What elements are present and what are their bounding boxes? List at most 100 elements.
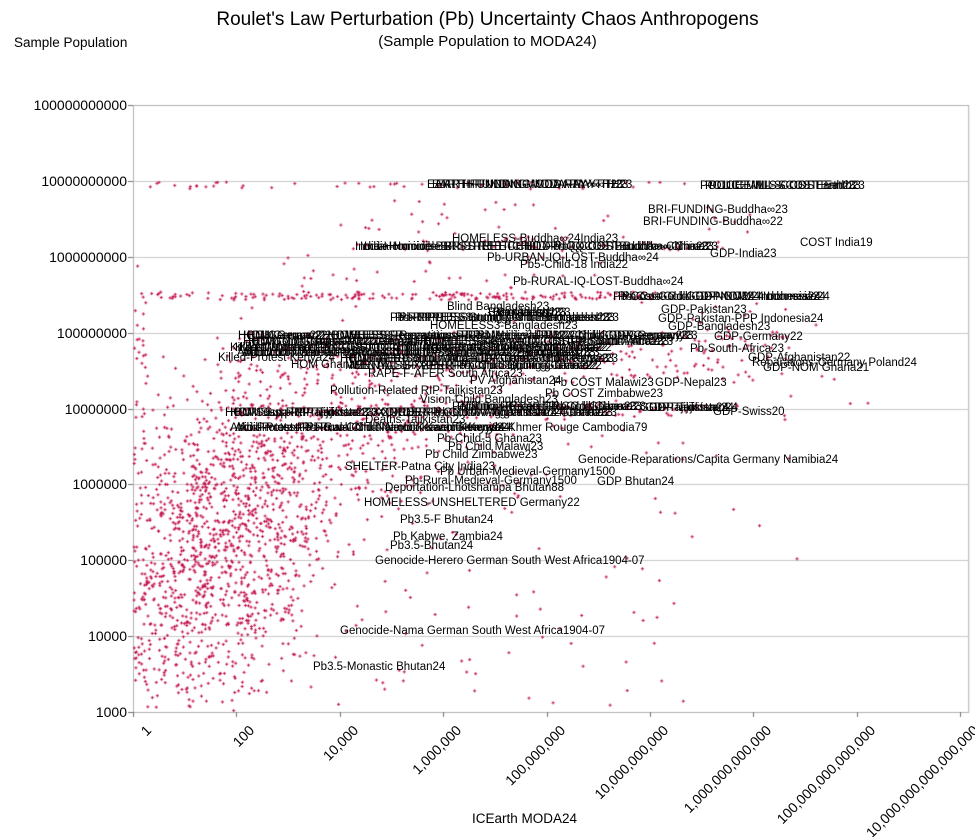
point-label: India-Homicide-BRI-STREET-CHILD-Pb-IQ-CO… bbox=[364, 241, 718, 253]
point-label: GDP-Tajikistan24 bbox=[645, 402, 734, 414]
point-label: HOM-Susp-RIP-Tajikistan23-XORDER-Pb-Gold… bbox=[234, 407, 617, 419]
point-label: Pb COST Malawi23 bbox=[553, 377, 654, 389]
point-label: Genocide-Nama German South West Africa19… bbox=[340, 625, 606, 637]
point-label: MENTAL-SF-XPERI-Pb-Child-Stunting-Ghana2… bbox=[350, 360, 598, 372]
point-label: Pollution-Related-Pb-Gold-Ghana23 bbox=[457, 401, 642, 413]
point-label: Bangladesh23 bbox=[493, 307, 567, 319]
point-label: Pb Child Malawi23 bbox=[448, 441, 544, 453]
point-label: MENTAL-SF-XPERI-Pb-Child-Stunting-Ghana2… bbox=[354, 360, 602, 372]
point-label: Pollution-Related-Pb-Gold-Ghana23 bbox=[461, 401, 646, 413]
point-label: Bangladesh23 bbox=[488, 307, 562, 319]
point-label: BRI-FUNDING-Buddha∞22 bbox=[643, 216, 783, 228]
point-label: POLICE-MIL-S-COST Earth23 bbox=[700, 180, 856, 192]
y-axis-tick-label: 1000 bbox=[95, 704, 127, 720]
point-label: Killed-Protest Kenya24 bbox=[218, 352, 335, 364]
point-label: GDP-Swiss20 bbox=[713, 406, 785, 418]
y-axis-tick-label: 10000 bbox=[88, 628, 127, 645]
point-label: Bangladesh23 bbox=[497, 307, 571, 319]
point-label: GDP-Pakistan23 bbox=[661, 304, 747, 316]
point-label: Pb-Cost-Gold-GDP-NOM24 Indonesia24 bbox=[622, 291, 830, 303]
point-label: Pb3.5-Monastic Bhutan24 bbox=[313, 661, 446, 673]
point-label: Genocide-Khmer Rouge Cambodia79 bbox=[455, 422, 648, 434]
point-label: Pb-Child-5 Ghana23 bbox=[437, 433, 542, 445]
point-label: HOM German22HOMELESS-Reparations-R-Pb-Me… bbox=[243, 330, 694, 342]
point-label: GDP Bhutan24 bbox=[597, 476, 675, 488]
y-axis-title: Sample Population bbox=[14, 35, 128, 50]
point-label: Pb-RIPPLES-Stunting-Child-Bangladesh23 bbox=[395, 312, 615, 324]
point-label: GDP-Germany22 bbox=[714, 331, 803, 343]
y-axis-tick-label: 100000000 bbox=[56, 324, 127, 341]
point-label: Pb-South-Africa23 bbox=[690, 343, 784, 355]
point-label: Abid-Protest-Pb-Rural-Child-Nairobi-Kara… bbox=[230, 422, 505, 434]
point-label: Blind Bangladesh23 bbox=[447, 301, 550, 313]
point-label: HOM German22HOMELESS-Reparations-R-Pb-Me… bbox=[247, 330, 698, 342]
point-label: HOMELESS-Buddha∞24India23 bbox=[452, 233, 619, 245]
x-axis-title: ICEarth MODA24 bbox=[472, 811, 578, 826]
point-label: GDP-Afghanistan22 bbox=[748, 352, 851, 364]
point-label: Pb-RIPPLES-Stunting-Child-Bangladesh23 bbox=[390, 312, 610, 324]
point-label: PV Afghanistan24 bbox=[470, 375, 562, 387]
y-axis-tick-label: 1000000000 bbox=[49, 248, 127, 265]
point-label: Vision-Child Bangladesh23 bbox=[420, 394, 558, 406]
point-label: Abid-Protest-Pb-Rural-Child-Nairobi-Kara… bbox=[235, 422, 510, 434]
point-label: HOM German22HOMELESS-Reparations-R-Pb-Me… bbox=[238, 330, 689, 342]
point-label: Pollution-Related RIP Tajikistan23 bbox=[330, 385, 503, 397]
point-label: HOM-AFER-South-Africa-IDP-Ghana-Child-Ke… bbox=[349, 353, 619, 365]
point-label: GDP-India23 bbox=[710, 248, 777, 260]
point-label: India-Homicide-BRI-STREET-CHILD-Pb-IQ-CO… bbox=[355, 241, 709, 253]
point-label: Pb Kabwe, Zambia24 bbox=[393, 531, 503, 543]
chart-subtitle: (Sample Population to MODA24) bbox=[378, 33, 597, 50]
point-label: GDP-Nepal23 bbox=[655, 377, 727, 389]
point-label: EARTH-FUNDING-MODA-RAY∞TH23 bbox=[432, 179, 629, 191]
point-label: Pb-URBAN-IQ-LOST-Buddha∞24 bbox=[487, 252, 659, 264]
point-label: Pb5-Child-18 India22 bbox=[520, 259, 629, 271]
point-label: Pb-Cost-Gold-GDP-NOM24 Indonesia24 bbox=[618, 291, 826, 303]
point-label: Pb-Rural-Medieval-Germany1500 bbox=[405, 475, 577, 487]
point-label: Genocide-Reparations/Capita Germany Nami… bbox=[578, 454, 839, 466]
point-label: Deaths-Tajikistan23 bbox=[365, 414, 466, 426]
point-label: HOM-AFER-South-Africa-IDP-Ghana-Child-Ke… bbox=[345, 353, 615, 365]
point-label: Pb-Cost-Gold-GDP-NOM24 Indonesia24 bbox=[613, 291, 821, 303]
point-label: HOM Ghana bbox=[291, 359, 356, 371]
point-label: Genocide-Herero German South West Africa… bbox=[375, 555, 645, 567]
point-label: Killed-Murdered-Pb-COST-IQ-Child-Urban-R… bbox=[239, 342, 612, 354]
point-label: HOM-Susp-RIP-Tajikistan23-XORDER-Pb-Gold… bbox=[225, 407, 608, 419]
point-label: Pb-RURAL-IQ-LOST-Buddha∞24 bbox=[513, 276, 684, 288]
point-label: GDP-Tajikistan24 bbox=[649, 402, 738, 414]
point-label: Abduction-Married-Pb-Rural-Child-IDP-Sou… bbox=[237, 347, 591, 359]
point-label: Pollution-Related-Pb-Gold-Ghana23 bbox=[452, 401, 637, 413]
y-axis-tick-label: 1000000 bbox=[72, 476, 127, 493]
point-label: Deportation-Lhotshampa Bhutan88 bbox=[385, 482, 565, 494]
point-label: HOM-AFER-South-Africa-IDP-Ghana-Child-Ke… bbox=[340, 353, 610, 365]
point-label: POLICE-MIL-S-COST Earth23 bbox=[705, 180, 861, 192]
chart-title: Roulet's Law Perturbation (Pb) Uncertain… bbox=[216, 9, 759, 30]
point-label: POLICE-MIL-S-COST Earth23 bbox=[709, 180, 865, 192]
point-label: SHELTER-Patna City India23 bbox=[345, 461, 495, 473]
point-label: HOM-Susp-RIP-Tajikistan23-XORDER-Pb-Gold… bbox=[230, 407, 613, 419]
point-label: Pb3.5-F Bhutan24 bbox=[400, 514, 494, 526]
point-label: GDP-Tajikistan24 bbox=[640, 402, 729, 414]
point-label: Abid-Protest-Pb-Rural-Child-Nairobi-Kara… bbox=[239, 422, 514, 434]
point-label: RAPE-F-AFER South Africa23 bbox=[368, 368, 523, 380]
point-label: GDP-Pakistan-PPP Indonesia24 bbox=[658, 313, 824, 325]
point-label: Pb-RIPPLES-Stunting-Child-Bangladesh23 bbox=[399, 312, 619, 324]
point-label: Pb Urban-Medieval-Germany1500 bbox=[440, 466, 616, 478]
point-label: HOM Gold-Ghana-PM22German-HOMELESS-Kenya… bbox=[248, 336, 670, 348]
point-label: Killed-Murdered-Pb-COST-IQ-Child-Urban-R… bbox=[235, 342, 608, 354]
point-label: BRI-FUNDING-Buddha∞23 bbox=[648, 204, 788, 216]
point-label: HOM Gold-Ghana-PM22German-HOMELESS-Kenya… bbox=[243, 336, 665, 348]
point-label: HOMELESS3-Bangladesh23 bbox=[430, 320, 578, 332]
point-label: EARTH-FUNDING-MODA-RAY∞TH23 bbox=[427, 179, 624, 191]
y-axis-tick-label: 10000000000 bbox=[41, 172, 127, 189]
point-label: COST India19 bbox=[800, 237, 873, 249]
point-label: MENTAL-SF-XPERI-Pb-Child-Stunting-Ghana2… bbox=[345, 360, 593, 372]
y-axis-tick-label: 100000000000 bbox=[33, 97, 127, 113]
point-label: Abduction-Married-Pb-Rural-Child-IDP-Sou… bbox=[242, 347, 596, 359]
point-label: Pb COST Zimbabwe23 bbox=[545, 388, 664, 400]
y-axis-tick-label: 10000000 bbox=[64, 400, 127, 417]
point-label: GDP-Bangladesh23 bbox=[668, 321, 771, 333]
point-label: Killed-Murdered-Pb-COST-IQ-Child-Urban-R… bbox=[230, 342, 603, 354]
point-label: Reparations-Germany Poland24 bbox=[752, 357, 917, 369]
